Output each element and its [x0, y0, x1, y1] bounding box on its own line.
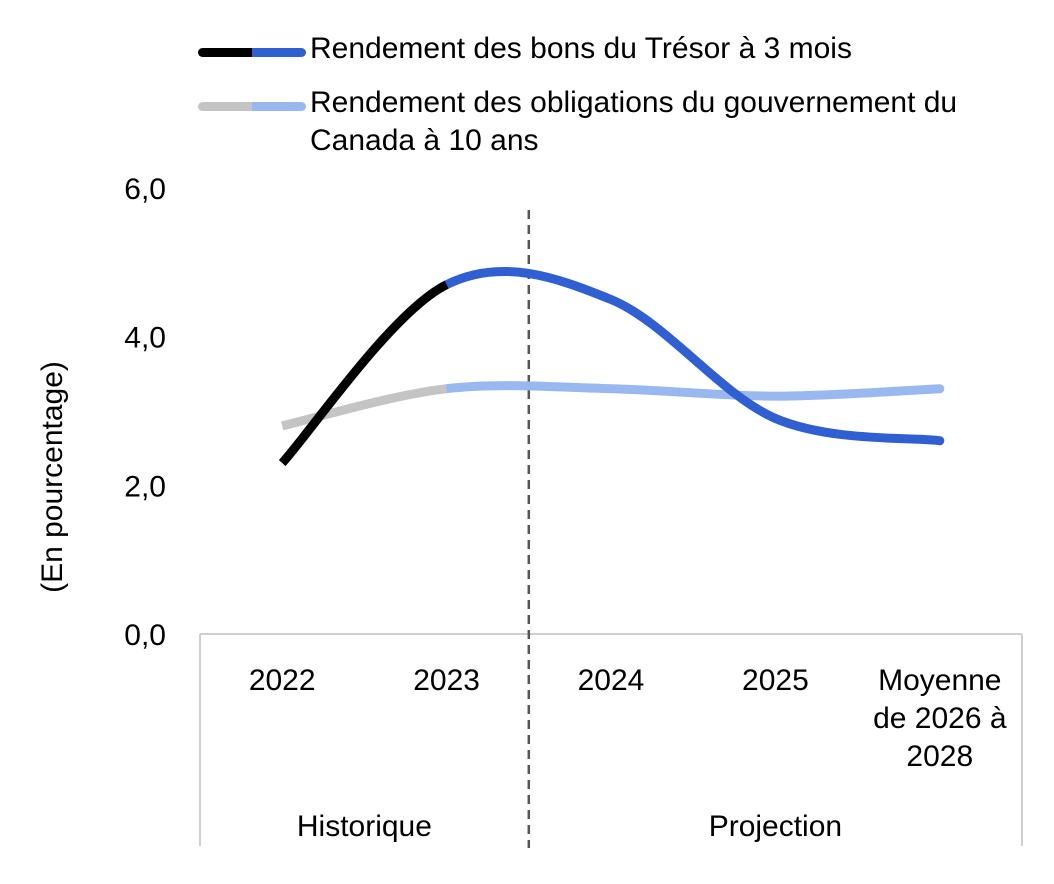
legend-item-tbill: Rendement des bons du Trésor à 3 mois [198, 30, 1018, 68]
y-tick-label: 6,0 [124, 173, 166, 206]
y-tick-label: 2,0 [124, 470, 166, 503]
x-category-label: Moyenne de 2026 à 2028 [873, 664, 1007, 773]
legend-item-bond: Rendement des obligations du gouvernemen… [198, 84, 1018, 160]
legend-swatch-bond [198, 102, 306, 111]
y-tick-label: 4,0 [124, 322, 166, 355]
x-category-label: 2023 [413, 664, 480, 697]
x-category-label: 2025 [742, 664, 809, 697]
series-line-bond-historical [281, 384, 448, 431]
legend-label-tbill: Rendement des bons du Trésor à 3 mois [310, 32, 852, 65]
series-line-bond-projection [442, 381, 945, 401]
x-category-label: 2024 [578, 664, 645, 697]
legend-label-bond: Rendement des obligations du gouvernemen… [310, 86, 958, 157]
group-label-projection: Projection [709, 810, 842, 843]
chart-legend: Rendement des bons du Trésor à 3 mois Re… [198, 30, 1018, 176]
legend-swatch-tbill [198, 48, 306, 57]
series-line-tbill-projection [442, 266, 945, 446]
y-tick-label: 0,0 [124, 619, 166, 652]
group-label-historique: Historique [297, 810, 432, 843]
x-category-label: 2022 [249, 664, 316, 697]
series-line-tbill-historical [278, 280, 449, 467]
y-axis-label: (En pourcentage) [36, 361, 69, 593]
